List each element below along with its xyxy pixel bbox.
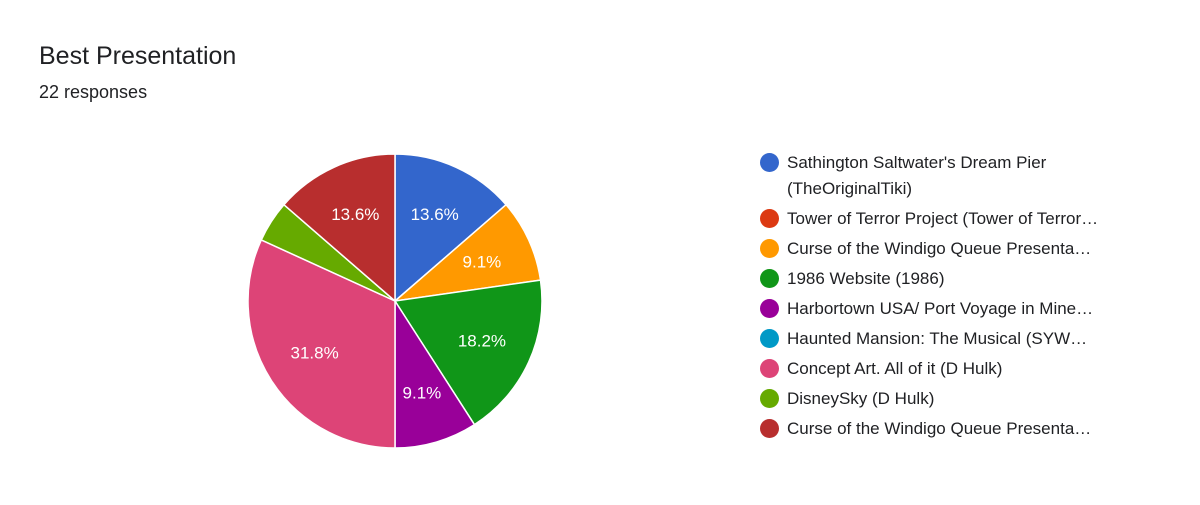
legend-item[interactable]: Curse of the Windigo Queue Presenta… (760, 416, 1160, 442)
pie-slice-0[interactable] (394, 153, 508, 303)
legend-swatch-icon (760, 419, 779, 438)
pie-slice-8[interactable] (282, 153, 396, 303)
legend-item[interactable]: Curse of the Windigo Queue Presenta… (760, 236, 1160, 262)
legend-item[interactable]: Harbortown USA/ Port Voyage in Mine… (760, 296, 1160, 322)
legend-label: Sathington Saltwater's Dream Pier (TheOr… (787, 153, 1047, 198)
legend-swatch-icon (760, 153, 779, 172)
pie-slice-label-3: 18.2% (458, 332, 506, 351)
pie-slice-label-0: 13.6% (411, 205, 459, 224)
pie-slice-6[interactable] (247, 238, 396, 449)
pie-slice-label-6: 31.8% (291, 344, 339, 363)
legend-swatch-icon (760, 209, 779, 228)
legend-item[interactable]: Sathington Saltwater's Dream Pier (TheOr… (760, 150, 1160, 202)
legend-item[interactable]: DisneySky (D Hulk) (760, 386, 1160, 412)
legend-label: Curse of the Windigo Queue Presenta… (787, 239, 1092, 258)
legend-swatch-icon (760, 359, 779, 378)
legend-label: Harbortown USA/ Port Voyage in Mine… (787, 299, 1094, 318)
chart-legend: Sathington Saltwater's Dream Pier (TheOr… (760, 150, 1160, 446)
pie-chart: 13.6% 9.1% 18.2% 9.1% 31.8% 13.6% (247, 153, 543, 449)
pie-slice-3[interactable] (393, 279, 543, 426)
legend-swatch-icon (760, 239, 779, 258)
legend-item[interactable]: Tower of Terror Project (Tower of Terror… (760, 206, 1160, 232)
legend-swatch-icon (760, 329, 779, 348)
pie-slice-2[interactable] (392, 203, 542, 303)
legend-item[interactable]: Concept Art. All of it (D Hulk) (760, 356, 1160, 382)
legend-item[interactable]: Haunted Mansion: The Musical (SYW… (760, 326, 1160, 352)
legend-label: 1986 Website (1986) (787, 269, 945, 288)
legend-swatch-icon (760, 389, 779, 408)
legend-label: Curse of the Windigo Queue Presenta… (787, 419, 1092, 438)
legend-swatch-icon (760, 269, 779, 288)
pie-slice-label-4: 9.1% (403, 384, 442, 403)
legend-label: Haunted Mansion: The Musical (SYW… (787, 329, 1088, 348)
legend-label: Tower of Terror Project (Tower of Terror… (787, 209, 1099, 228)
response-count: 22 responses (39, 82, 148, 102)
legend-swatch-icon (760, 299, 779, 318)
legend-label: Concept Art. All of it (D Hulk) (787, 359, 1003, 378)
legend-item[interactable]: 1986 Website (1986) (760, 266, 1160, 292)
legend-label: DisneySky (D Hulk) (787, 389, 935, 408)
chart-title: Best Presentation (39, 42, 237, 70)
pie-slice-4[interactable] (394, 298, 476, 449)
pie-slice-label-8: 13.6% (331, 205, 379, 224)
pie-slice-label-2: 9.1% (463, 252, 502, 271)
